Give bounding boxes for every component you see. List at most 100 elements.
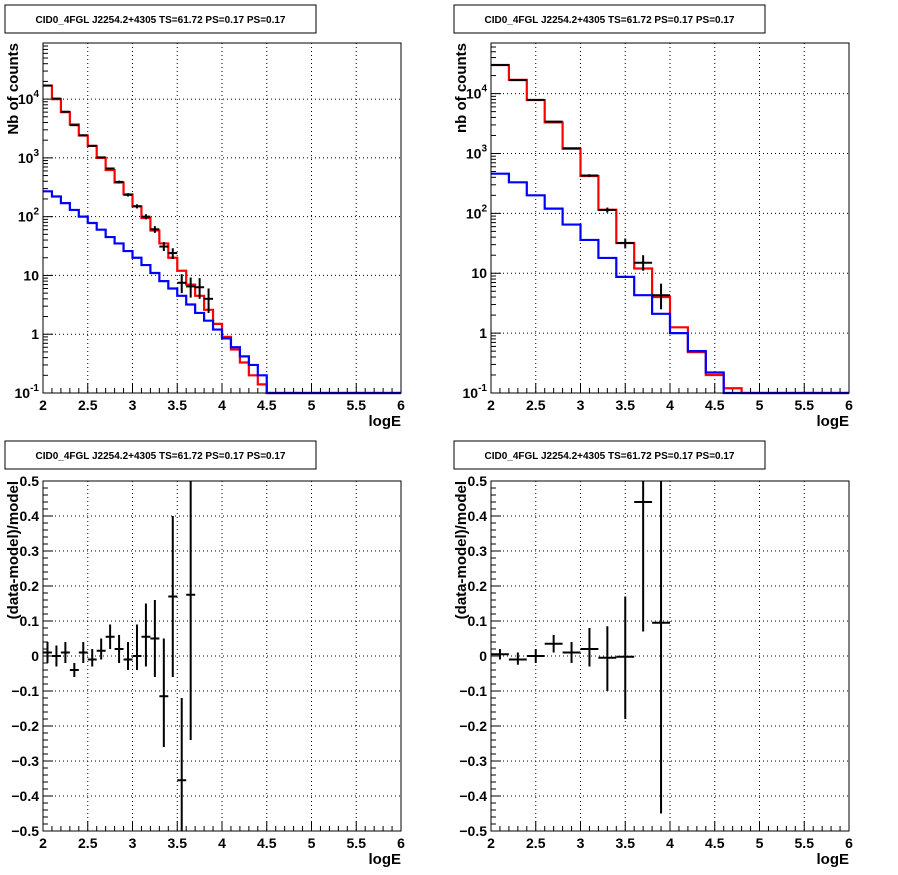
data-point [186, 277, 196, 298]
y-tick-label: 0.3 [20, 543, 40, 559]
y-tick-label: −0.1 [459, 683, 487, 699]
chart-title-box [453, 4, 766, 34]
x-tick-label: 3 [577, 397, 585, 413]
x-tick-label: 5 [308, 835, 316, 851]
y-tick-label: −0.5 [11, 823, 39, 839]
x-tick-label: 2 [487, 835, 495, 851]
data-point [598, 207, 617, 213]
y-axis-label: (data-model)/model [453, 481, 470, 619]
data-point [598, 626, 617, 691]
chart-title-box [4, 4, 317, 34]
y-tick-label-base: 10 [15, 385, 31, 401]
data-point [43, 642, 52, 663]
panel-resid-right: 2 2.5 3 3.5 4 4.5 5 5.5 6 −0.5 −0.4 −0.3 −0.2 −0.1 0 0.… [453, 440, 853, 868]
y-tick-label: 0.5 [468, 473, 488, 489]
y-tick-label: 103 [18, 148, 40, 166]
y-tick-label-base: 10 [18, 209, 34, 225]
y-tick-label: 0.3 [468, 543, 488, 559]
y-tick-label: 0.1 [20, 613, 40, 629]
y-tick-label: 0.5 [20, 473, 40, 489]
x-tick-label: 2.5 [526, 835, 546, 851]
x-axis-label: logE [369, 851, 402, 868]
y-tick-label: 10 [23, 267, 39, 283]
x-tick-label: 5.5 [347, 835, 367, 851]
data-point [508, 652, 527, 665]
y-tick-label: 10-1 [463, 383, 488, 401]
x-tick-label: 5.5 [347, 397, 367, 413]
data-point [132, 204, 142, 209]
y-tick-label: 1 [31, 326, 39, 342]
data-point [652, 481, 670, 814]
data-point [150, 600, 160, 677]
y-tick-label: 103 [466, 143, 488, 161]
y-tick-label-exponent: 4 [481, 84, 487, 95]
x-tick-label: 4.5 [705, 835, 725, 851]
panel-resid-left: 2 2.5 3 3.5 4 4.5 5 5.5 6 −0.5 −0.4 −0.3 −0.2 −0.1 0 0.… [4, 440, 405, 868]
data-point [177, 698, 187, 831]
y-tick-label-base: 10 [466, 205, 482, 221]
x-tick-label: 2.5 [78, 397, 98, 413]
y-tick-label: −0.4 [459, 788, 487, 804]
x-tick-label: 3 [129, 835, 137, 851]
x-tick-label: 2.5 [78, 835, 98, 851]
y-tick-label-exponent: 2 [481, 203, 487, 214]
data-point [195, 278, 205, 299]
data-point [159, 242, 169, 252]
chart-title: CID0_4FGL J2254.2+4305 TS=61.72 PS=0.17 … [36, 15, 286, 26]
x-axis-label: logE [817, 413, 850, 430]
x-tick-label: 6 [397, 835, 405, 851]
y-tick-label: −0.2 [11, 718, 39, 734]
x-tick-label: 3.5 [168, 835, 188, 851]
chart-title: CID0_4FGL J2254.2+4305 TS=61.72 PS=0.17 … [36, 451, 286, 462]
chart-title-box [4, 440, 317, 470]
x-tick-label: 2.5 [526, 397, 546, 413]
x-tick-label: 4 [666, 835, 674, 851]
plot-frame [42, 42, 402, 394]
y-tick-label: −0.4 [11, 788, 39, 804]
plot-frame [490, 480, 850, 832]
data-point [87, 649, 97, 667]
y-tick-label: 0 [31, 648, 39, 664]
data-point [87, 144, 97, 147]
y-tick-label: 10-1 [15, 383, 40, 401]
x-tick-label: 2 [487, 397, 495, 413]
x-tick-label: 3.5 [616, 835, 636, 851]
data-point [616, 238, 635, 249]
data-point [616, 596, 635, 719]
data-point [141, 214, 151, 220]
y-tick-label-exponent: 2 [33, 207, 39, 218]
x-tick-label: 2 [39, 835, 47, 851]
data-point [544, 120, 563, 123]
data-point [168, 516, 178, 677]
y-tick-label-exponent: 4 [33, 89, 39, 100]
y-tick-label: 0.1 [468, 613, 488, 629]
y-tick-label-exponent: 3 [33, 148, 39, 159]
x-tick-label: 4 [218, 397, 226, 413]
y-tick-label: 0.4 [468, 508, 488, 524]
y-tick-label-exponent: -1 [30, 383, 39, 394]
y-tick-label: −0.2 [459, 718, 487, 734]
data-point [51, 97, 61, 100]
y-tick-label: −0.1 [11, 683, 39, 699]
y-tick-label: 10 [471, 265, 487, 281]
x-tick-label: 5 [308, 397, 316, 413]
data-point [60, 110, 70, 113]
y-tick-label: 0.4 [20, 508, 40, 524]
data-point [526, 98, 545, 101]
y-tick-label-base: 10 [18, 150, 34, 166]
data-point [580, 628, 599, 667]
x-tick-label: 4.5 [257, 397, 277, 413]
data-point [114, 635, 124, 663]
x-tick-label: 6 [397, 397, 405, 413]
y-axis-label: Nb of counts [5, 43, 22, 135]
data-point [69, 663, 79, 677]
data-point [141, 603, 151, 667]
data-point [652, 283, 670, 310]
panel-counts-right: 2 2.5 3 3.5 4 4.5 5 5.5 610-1110102103104logEnb … [453, 4, 853, 430]
y-axis-label: nb of counts [453, 43, 470, 133]
data-point [168, 248, 178, 260]
chart-title: CID0_4FGL J2254.2+4305 TS=61.72 PS=0.17 … [485, 15, 735, 26]
x-tick-label: 3.5 [616, 397, 636, 413]
data-point [132, 624, 142, 670]
data-point [123, 642, 133, 670]
